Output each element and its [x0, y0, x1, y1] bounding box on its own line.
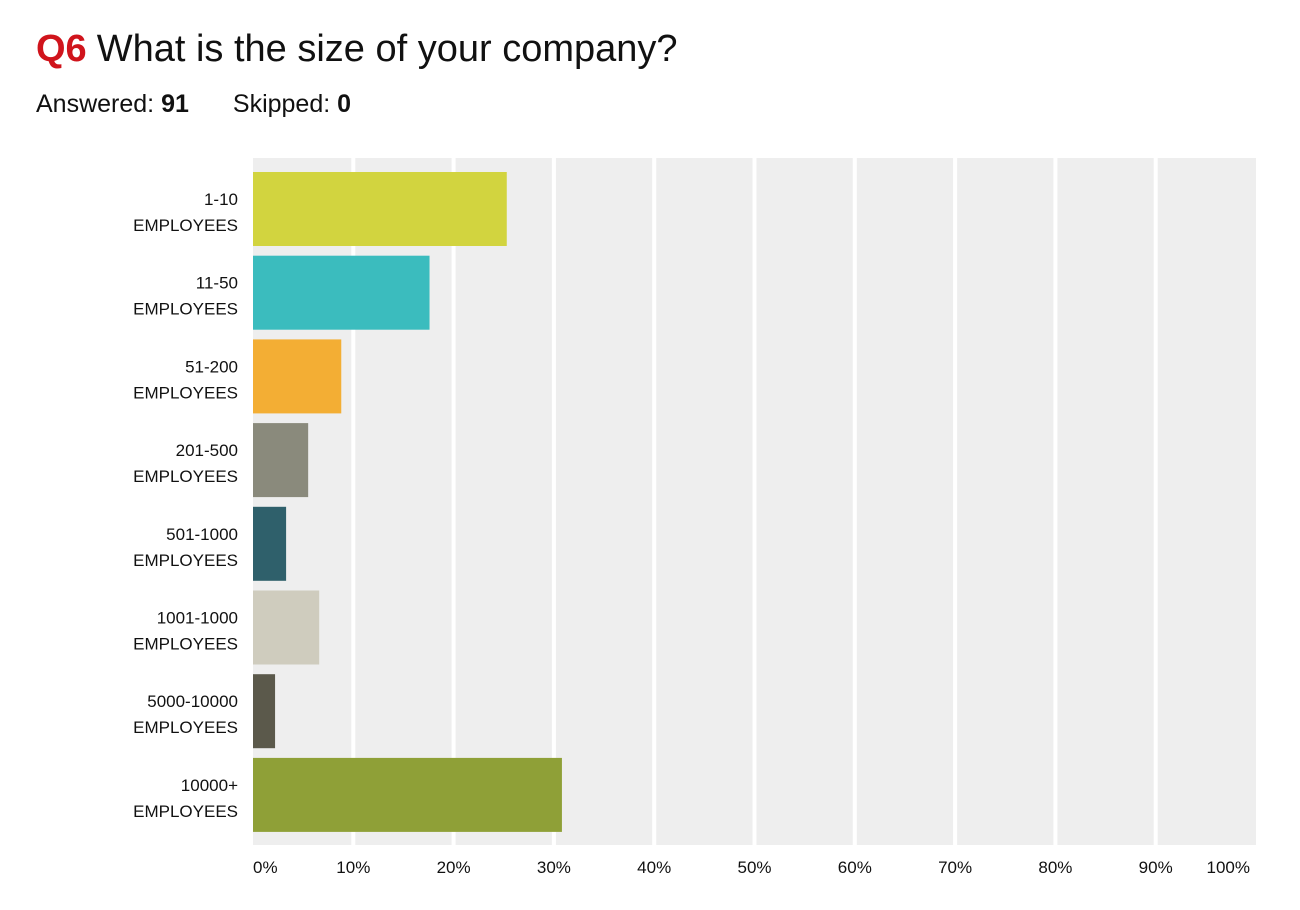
- skipped-label: Skipped:: [232, 90, 331, 118]
- category-label: 11-50: [196, 274, 238, 293]
- category-label: 1-10: [204, 190, 238, 209]
- category-label: 501-1000: [166, 525, 238, 544]
- response-stats: Answered: 91 Skipped: 0: [36, 90, 351, 119]
- x-tick-label: 10%: [336, 858, 370, 877]
- category-label: EMPLOYEES: [133, 718, 238, 737]
- x-tick-label: 40%: [637, 858, 671, 877]
- question-title: Q6 What is the size of your company?: [36, 28, 678, 71]
- x-tick-label: 80%: [1038, 858, 1072, 877]
- category-label: 10000+: [181, 776, 238, 795]
- x-tick-label: 60%: [838, 858, 872, 877]
- bar-10000+: [253, 757, 562, 832]
- x-tick-label: 70%: [938, 858, 972, 877]
- question-number: Q6: [36, 28, 87, 70]
- category-label: 201-500: [176, 441, 238, 460]
- answered-label: Answered:: [36, 90, 155, 118]
- category-label: 51-200: [185, 357, 238, 376]
- category-label: EMPLOYEES: [133, 551, 238, 570]
- category-label: 1001-1000: [157, 609, 238, 628]
- bar-1001-1000: [253, 590, 320, 665]
- category-label: EMPLOYEES: [133, 383, 238, 402]
- answered-count: 91: [161, 90, 189, 118]
- category-label: EMPLOYEES: [133, 300, 238, 319]
- bar-1-10: [253, 172, 507, 246]
- category-label: EMPLOYEES: [133, 802, 238, 821]
- question-text: What is the size of your company?: [96, 28, 678, 70]
- x-tick-label: 20%: [437, 858, 471, 877]
- x-tick-label: 0%: [253, 858, 278, 877]
- bar-5000-10000: [253, 674, 276, 749]
- x-tick-label: 30%: [537, 858, 571, 877]
- category-label: EMPLOYEES: [133, 635, 238, 654]
- skipped-count: 0: [337, 90, 352, 118]
- x-tick-label: 50%: [737, 858, 771, 877]
- category-label: 5000-10000: [147, 692, 238, 711]
- bar-501-1000: [253, 506, 287, 581]
- category-label: EMPLOYEES: [133, 216, 238, 235]
- x-tick-label: 100%: [1207, 858, 1250, 877]
- category-label: EMPLOYEES: [133, 467, 238, 486]
- bar-11-50: [253, 255, 430, 330]
- bar-201-500: [253, 423, 309, 498]
- bar-51-200: [253, 339, 342, 414]
- x-tick-label: 90%: [1139, 858, 1173, 877]
